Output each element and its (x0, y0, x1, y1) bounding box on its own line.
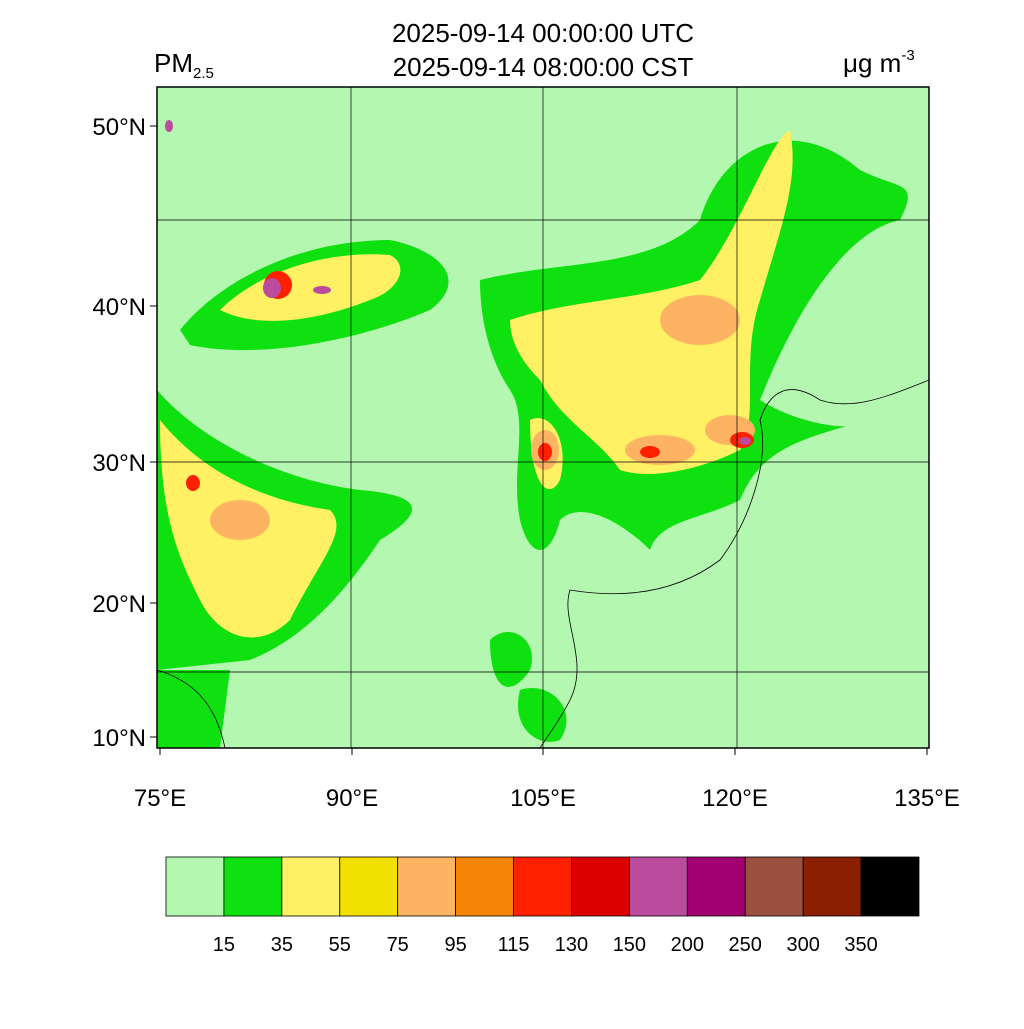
colorbar-box (802, 856, 862, 917)
colorbar-label: 15 (213, 934, 235, 956)
lat-label: 20°N (92, 591, 146, 618)
colorbar-box (513, 856, 572, 917)
variable-label: PM2.5 (154, 48, 214, 82)
colorbar-box (860, 856, 920, 917)
colorbar-label: 200 (671, 934, 704, 956)
colorbar-label: 75 (387, 934, 409, 956)
lat-label: 50°N (92, 114, 146, 141)
colorbar-label: 115 (498, 934, 530, 956)
axes: 50°N 40°N 30°N 20°N 10°N 75°E 90°E 105°E 120°E 13… (92, 114, 959, 812)
units-label: μg m-3 (843, 47, 915, 78)
colorbar-box (397, 856, 457, 917)
colorbar-box (223, 856, 283, 917)
colorbar-box (686, 856, 746, 917)
colorbar-box (744, 856, 804, 917)
colorbar-label: 55 (329, 934, 351, 956)
map-area (157, 87, 929, 748)
lat-label: 10°N (92, 725, 146, 752)
colorbar-box (628, 856, 688, 917)
colorbar: 15 35 55 75 95 115 130 150 200 250 300 350 (165, 856, 920, 956)
lat-label: 40°N (92, 294, 146, 321)
lon-label: 135°E (894, 785, 960, 812)
colorbar-label: 130 (555, 934, 588, 956)
colorbar-label: 300 (786, 934, 819, 956)
colorbar-box (281, 856, 341, 917)
lon-label: 120°E (702, 785, 768, 812)
lat-label: 30°N (92, 450, 146, 477)
colorbar-label: 350 (844, 934, 877, 956)
colorbar-box (339, 856, 399, 917)
colorbar-box (165, 856, 225, 917)
lon-label: 105°E (510, 785, 576, 812)
colorbar-label: 250 (729, 934, 762, 956)
colorbar-label: 150 (613, 934, 646, 956)
lon-label: 75°E (134, 785, 186, 812)
title-line: 2025-09-14 00:00:00 UTC (392, 18, 694, 48)
lon-label: 90°E (326, 785, 378, 812)
colorbar-label: 35 (271, 934, 293, 956)
title-line: 2025-09-14 08:00:00 CST (393, 52, 694, 82)
colorbar-box (571, 856, 630, 917)
colorbar-box (455, 856, 514, 917)
colorbar-label: 95 (444, 934, 466, 956)
